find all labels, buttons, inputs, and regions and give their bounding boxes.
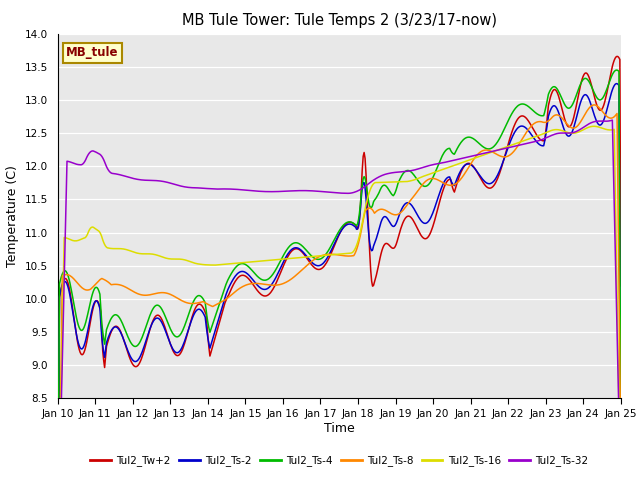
X-axis label: Time: Time (324, 421, 355, 434)
Y-axis label: Temperature (C): Temperature (C) (6, 165, 19, 267)
Text: MB_tule: MB_tule (66, 47, 118, 60)
Title: MB Tule Tower: Tule Temps 2 (3/23/17-now): MB Tule Tower: Tule Temps 2 (3/23/17-now… (182, 13, 497, 28)
Legend: Tul2_Tw+2, Tul2_Ts-2, Tul2_Ts-4, Tul2_Ts-8, Tul2_Ts-16, Tul2_Ts-32: Tul2_Tw+2, Tul2_Ts-2, Tul2_Ts-4, Tul2_Ts… (86, 451, 593, 470)
